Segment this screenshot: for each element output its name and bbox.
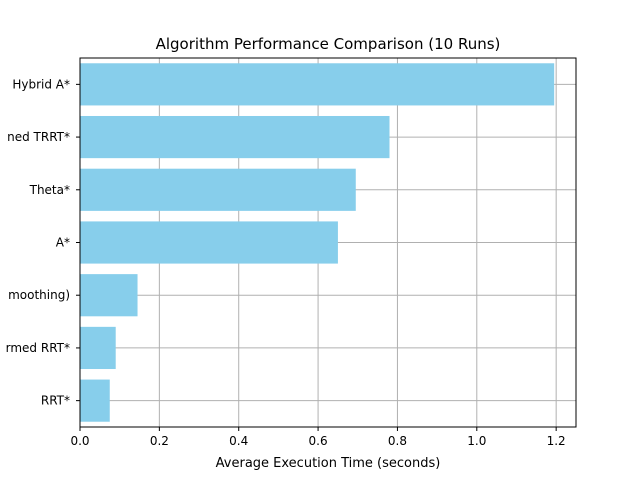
bars — [80, 63, 555, 422]
bar — [80, 326, 116, 370]
y-tick-label: rmed RRT* — [6, 341, 70, 355]
bar — [80, 221, 338, 264]
x-tick-label: 1.2 — [547, 434, 566, 448]
x-tick-label: 0.6 — [309, 434, 328, 448]
bar — [80, 63, 555, 106]
bar — [80, 115, 390, 159]
x-tick-label: 0.2 — [150, 434, 169, 448]
y-tick-label: ned TRRT* — [7, 130, 70, 144]
x-tick-label: 0.0 — [70, 434, 89, 448]
y-tick-label: A* — [56, 236, 70, 250]
bar — [80, 379, 110, 422]
x-axis-label: Average Execution Time (seconds) — [216, 456, 441, 471]
x-axis-ticks: 0.0 0.2 0.4 0.6 0.8 1.0 1.2 — [70, 427, 566, 448]
x-tick-label: 1.0 — [467, 434, 486, 448]
y-tick-label: Hybrid A* — [12, 77, 70, 91]
bar — [80, 274, 138, 317]
x-tick-label: 0.4 — [229, 434, 248, 448]
y-tick-label: RRT* — [41, 394, 70, 408]
x-tick-label: 0.8 — [388, 434, 407, 448]
bar — [80, 168, 356, 211]
chart-title: Algorithm Performance Comparison (10 Run… — [156, 35, 501, 53]
y-tick-label: moothing) — [8, 288, 70, 302]
y-tick-label: Theta* — [29, 183, 70, 197]
y-axis-ticks: RRT* rmed RRT* moothing) A* Theta* ned TRRT* H… — [6, 77, 80, 408]
